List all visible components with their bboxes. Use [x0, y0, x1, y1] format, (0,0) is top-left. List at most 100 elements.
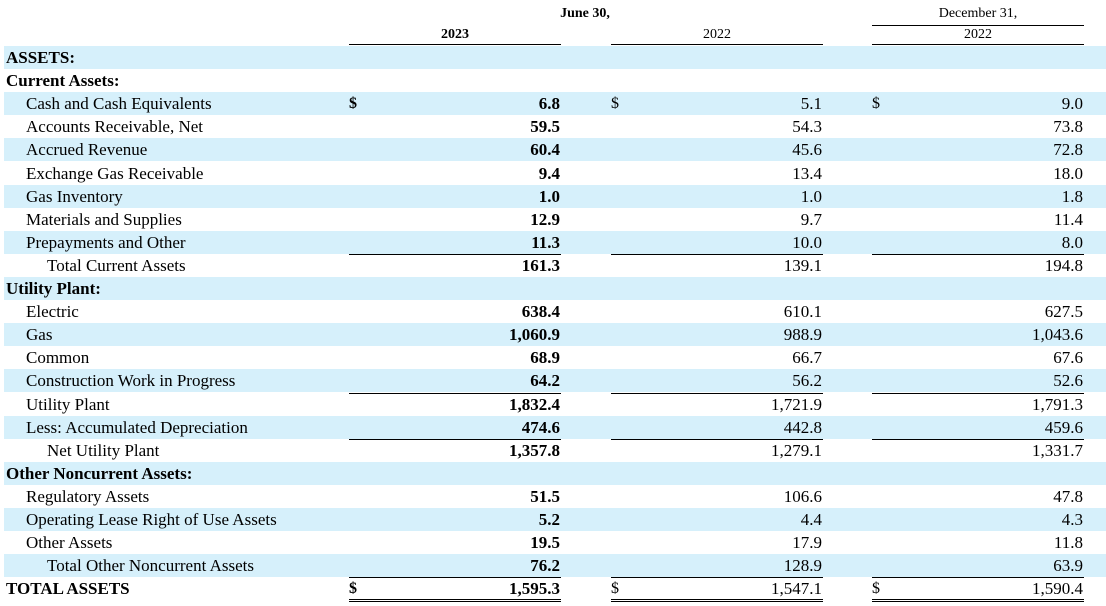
table-row: Accrued Revenue 60.4 45.6 72.8 [4, 138, 1106, 162]
row-label: Less: Accumulated Depreciation [26, 417, 248, 437]
table-row: Other Noncurrent Assets: [4, 461, 1106, 485]
double-total-rule [611, 599, 823, 603]
subtotal-rule [872, 577, 1084, 579]
value-cell: 51.5 [530, 486, 560, 506]
table-row: ASSETS: [4, 46, 1106, 69]
subtotal-rule [611, 253, 823, 255]
row-label: Prepayments and Other [26, 232, 186, 252]
table-row: Materials and Supplies 12.9 9.7 11.4 [4, 208, 1106, 231]
header-december-31: December 31, [938, 6, 1018, 21]
row-label: Electric [26, 302, 79, 322]
table-row: Construction Work in Progress 64.2 56.2 52.… [4, 369, 1106, 393]
value-cell: 64.2 [530, 371, 560, 391]
table-row: Utility Plant: [4, 277, 1106, 300]
table-row: Exchange Gas Receivable 9.4 13.4 18.0 [4, 162, 1106, 185]
value-cell: 1,721.9 [771, 394, 822, 414]
value-cell: 161.3 [521, 255, 560, 275]
header-june-30: June 30, [560, 6, 610, 21]
row-label: Operating Lease Right of Use Assets [26, 510, 277, 529]
value-cell: 54.3 [792, 117, 822, 137]
value-cell: 63.9 [1053, 556, 1083, 576]
row-label: ASSETS: [6, 48, 75, 67]
value-cell: 6.8 [538, 94, 560, 114]
header-col2-year: 2022 [703, 27, 731, 42]
value-cell: 47.8 [1053, 486, 1083, 506]
value-cell: 988.9 [783, 325, 822, 345]
value-cell: 73.8 [1053, 117, 1083, 137]
subtotal-rule [349, 253, 561, 255]
value-cell: 66.7 [792, 348, 822, 368]
header-col3-year: 2022 [964, 27, 992, 42]
value-cell: 1,595.3 [509, 579, 560, 599]
value-cell: 56.2 [792, 371, 822, 391]
value-cell: 11.8 [1053, 533, 1083, 553]
value-cell: 1.0 [800, 186, 822, 206]
value-cell: 139.1 [783, 255, 822, 275]
value-cell: 45.6 [792, 140, 822, 160]
table-row: Electric 638.4 610.1 627.5 [4, 300, 1106, 323]
value-cell: 19.5 [530, 533, 560, 553]
row-label: Common [26, 348, 90, 368]
row-label: Utility Plant: [6, 279, 101, 298]
row-label: Accounts Receivable, Net [26, 117, 204, 137]
value-cell: 1,043.6 [1032, 325, 1083, 345]
value-cell: 1.0 [538, 186, 560, 206]
table-row: Net Utility Plant 1,357.8 1,279.1 1,331.7 [4, 439, 1106, 462]
table-row: Cash and Cash Equivalents $6.8 $5.1 $9.0 [4, 92, 1106, 116]
value-cell: 627.5 [1044, 302, 1083, 322]
subtotal-rule [611, 438, 823, 440]
value-cell: 442.8 [783, 417, 822, 437]
value-cell: 1,832.4 [509, 394, 560, 414]
value-cell: 5.2 [538, 510, 560, 529]
dollar-sign: $ [872, 95, 880, 113]
table-row: Gas Inventory 1.0 1.0 1.8 [4, 184, 1106, 208]
double-total-rule [349, 599, 561, 603]
value-cell: 10.0 [792, 232, 822, 252]
value-cell: 9.4 [538, 163, 560, 183]
value-cell: 9.0 [1061, 94, 1083, 114]
value-cell: 5.1 [800, 94, 822, 114]
value-cell: 194.8 [1044, 255, 1083, 275]
table-row: Gas 1,060.9 988.9 1,043.6 [4, 323, 1106, 347]
value-cell: 1,331.7 [1032, 440, 1083, 460]
subtotal-rule [349, 438, 561, 440]
value-cell: 1,590.4 [1032, 579, 1083, 599]
value-cell: 18.0 [1053, 163, 1083, 183]
value-cell: 9.7 [800, 209, 822, 229]
subtotal-rule [872, 438, 1084, 440]
value-cell: 1,547.1 [771, 579, 822, 599]
row-label: Exchange Gas Receivable [26, 163, 204, 183]
value-cell: 13.4 [792, 163, 822, 183]
value-cell: 459.6 [1044, 417, 1083, 437]
value-cell: 1,279.1 [771, 440, 822, 460]
table-row: Common 68.9 66.7 67.6 [4, 346, 1106, 369]
row-label: Accrued Revenue [26, 140, 148, 160]
table-row: Total Other Noncurrent Assets 76.2 128.9 63… [4, 554, 1106, 578]
value-cell: 1,357.8 [509, 440, 560, 460]
value-cell: 1,060.9 [509, 325, 560, 345]
value-cell: 72.8 [1053, 140, 1083, 160]
row-label: Regulatory Assets [26, 486, 150, 506]
header-col1-year: 2023 [441, 27, 469, 42]
value-cell: 60.4 [530, 140, 560, 160]
value-cell: 17.9 [792, 533, 822, 553]
subtotal-rule [872, 392, 1084, 394]
row-label: Construction Work in Progress [26, 371, 236, 391]
value-cell: 4.3 [1061, 510, 1083, 529]
subtotal-rule [611, 577, 823, 579]
dollar-sign: $ [611, 580, 619, 598]
header-rule-col1 [349, 44, 561, 45]
value-cell: 52.6 [1053, 371, 1083, 391]
row-label: Utility Plant [26, 394, 110, 414]
value-cell: 68.9 [530, 348, 560, 368]
table-row: Accounts Receivable, Net 59.5 54.3 73.8 [4, 115, 1106, 138]
row-label: Current Assets: [6, 71, 120, 91]
value-cell: 128.9 [783, 556, 822, 576]
value-cell: 106.6 [783, 486, 822, 506]
subtotal-rule [349, 577, 561, 579]
double-total-rule [872, 599, 1084, 603]
dollar-sign: $ [349, 580, 357, 598]
value-cell: 1.8 [1061, 186, 1083, 206]
subtotal-rule [611, 392, 823, 394]
dollar-sign: $ [611, 95, 619, 113]
